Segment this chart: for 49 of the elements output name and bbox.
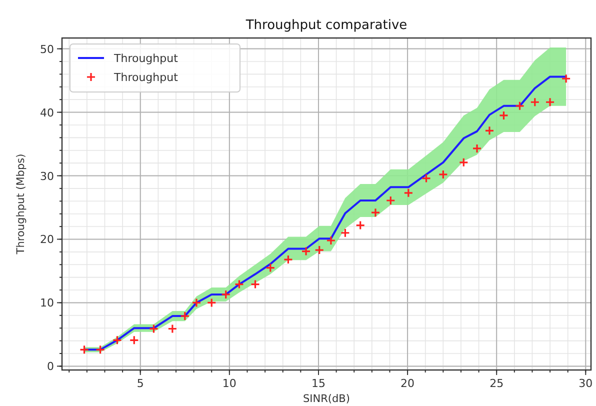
point xyxy=(283,254,294,264)
x-tick-label: 30 xyxy=(578,377,593,390)
legend-label: Throughput xyxy=(113,52,179,65)
x-tick-label: 25 xyxy=(490,377,504,390)
point xyxy=(472,144,482,154)
x-axis-title: SINR(dB) xyxy=(303,393,350,405)
y-tick-label: 0 xyxy=(47,360,54,374)
point xyxy=(386,196,396,206)
x-tick-label: 15 xyxy=(311,377,326,390)
point xyxy=(314,245,324,255)
legend-label: Throughput xyxy=(113,71,179,84)
point xyxy=(356,220,366,230)
point xyxy=(168,324,178,334)
point xyxy=(95,344,106,354)
point xyxy=(192,298,202,308)
point xyxy=(301,246,311,256)
point xyxy=(180,311,190,321)
point xyxy=(458,158,468,168)
point xyxy=(514,101,525,111)
x-tick-label: 5 xyxy=(136,377,144,390)
point xyxy=(112,335,122,345)
y-tick-label: 20 xyxy=(40,233,54,246)
point xyxy=(438,170,448,180)
point xyxy=(234,280,244,290)
y-tick-label: 40 xyxy=(40,106,54,120)
point xyxy=(484,126,494,136)
point xyxy=(250,280,260,290)
point xyxy=(129,335,139,345)
point xyxy=(370,208,380,218)
y-tick-label: 10 xyxy=(40,296,54,310)
point xyxy=(266,262,276,273)
point xyxy=(498,110,509,120)
point xyxy=(545,97,555,107)
point xyxy=(561,74,571,84)
chart-title: Throughput comparative xyxy=(244,18,408,33)
y-axis-title: Throughput (Mbps) xyxy=(15,154,27,256)
point xyxy=(148,324,159,334)
point xyxy=(326,236,336,246)
point xyxy=(530,97,540,107)
point xyxy=(221,290,231,300)
point xyxy=(79,344,90,354)
x-tick-label: 10 xyxy=(222,377,236,390)
point xyxy=(340,228,350,238)
point xyxy=(404,188,414,198)
point xyxy=(421,173,432,184)
x-tick-label: 20 xyxy=(400,377,415,390)
y-tick-label: 30 xyxy=(40,170,54,183)
y-tick-label: 50 xyxy=(40,42,54,56)
point xyxy=(206,298,216,308)
